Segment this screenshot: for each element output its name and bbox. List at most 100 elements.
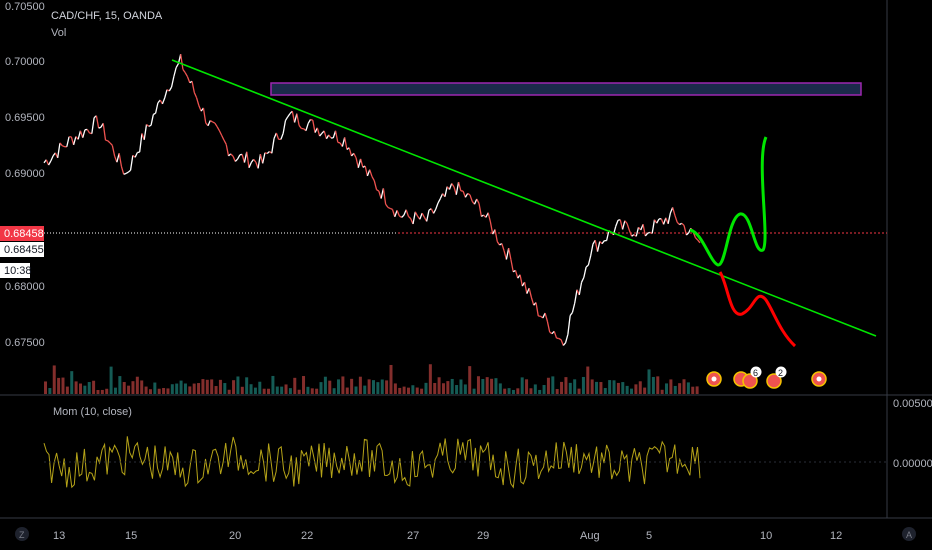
price-segment [66,136,70,147]
event-markers[interactable]: 6 2 [706,366,827,389]
price-segment [628,230,633,237]
price-segment [391,209,396,217]
volume-bar [529,388,533,394]
price-segment [134,152,138,158]
auto-scale-button[interactable] [902,527,916,541]
volume-bar [341,376,345,394]
price-segment [679,222,683,226]
price-segment [234,158,239,162]
event-marker-icon[interactable] [742,373,758,389]
price-segment [564,334,569,343]
volume-bar [533,384,537,394]
symbol-title[interactable]: CAD/CHF, 15, OANDA [51,10,163,22]
price-segment [558,337,562,341]
price-segment [72,136,77,146]
volume-bar [52,365,56,394]
price-segment [448,183,453,190]
price-segment [232,155,236,162]
bid-price-text: 0.68455 [4,244,44,256]
price-segment [455,181,460,195]
price-segment [253,158,257,163]
price-segment [280,133,284,140]
price-segment [683,225,687,236]
volume-bar [240,386,244,394]
price-segment [439,193,444,199]
bid-price-badge [0,242,44,257]
price-segment [553,331,558,339]
price-segment [398,215,402,218]
volume-bar [358,376,362,394]
price-axis[interactable]: 0.70500 0.70000 0.69500 0.69000 0.68000 … [5,1,45,349]
auto-scale-label: A [906,530,912,540]
volume-bar [214,386,218,394]
volume-bar [468,366,472,394]
price-segment [257,154,262,169]
price-segment [596,241,601,252]
volume-bar [660,389,664,394]
descending-trendline[interactable] [171,59,877,337]
volume-bar [179,380,183,394]
price-segment [228,153,232,157]
volume-bar [595,381,599,394]
bearish-projection-path[interactable] [718,271,797,348]
price-segment [385,203,389,208]
volume-bar [175,383,179,394]
price-segment [293,113,298,123]
momentum-legend[interactable]: Mom (10, close) [53,406,132,418]
volume-bar [105,388,109,394]
price-segment [153,112,156,116]
bullish-projection-path[interactable] [689,136,768,267]
price-segment [681,222,685,226]
event-count-b: 2 [778,368,783,378]
volume-legend[interactable]: Vol [51,27,67,39]
price-segment [316,127,321,137]
volume-bar [398,387,402,394]
price-segment [642,224,646,237]
price-segment [359,158,364,168]
price-segment [325,134,330,140]
volume-bar [205,379,209,394]
price-segment [216,126,220,131]
volume-bar [183,383,187,394]
price-segment [264,152,268,155]
price-segment [77,130,82,140]
price-segment [419,212,423,220]
volume-bar [157,388,161,394]
volume-bar [87,382,91,394]
price-segment [118,153,123,167]
price-segment [184,72,189,78]
price-segment [562,342,567,346]
event-marker-icon[interactable] [766,373,782,389]
price-segment [348,147,353,157]
price-segment [143,124,148,140]
volume-bar [560,381,564,394]
volume-bar [363,385,367,394]
volume-bar [433,382,437,394]
last-price-badge [0,226,44,241]
price-segment [567,315,571,335]
price-segment [230,153,234,157]
volume-bar [127,385,131,394]
zoom-reset-button[interactable] [15,527,29,541]
volume-bar [612,380,616,394]
volume-bar [459,379,463,394]
price-segment [175,63,179,69]
price-segment [148,124,152,127]
volume-bar [542,385,546,394]
resistance-zone[interactable] [270,82,862,96]
volume-bar [315,388,319,394]
volume-bar [555,389,559,394]
volume-bar [564,377,568,394]
price-segment [202,107,207,124]
price-segment [421,212,425,218]
time-axis[interactable]: 13 15 20 22 27 29 Aug 5 10 12 [53,530,842,542]
price-tick: 0.69500 [5,112,45,124]
price-segment [366,169,371,177]
price-segment [621,220,626,230]
volume-bar [551,376,555,394]
volume-bar [284,384,288,394]
volume-bar [70,371,74,394]
momentum-tick: 0.00500 [893,398,932,410]
price-segment [615,220,619,227]
price-segment [86,129,91,134]
